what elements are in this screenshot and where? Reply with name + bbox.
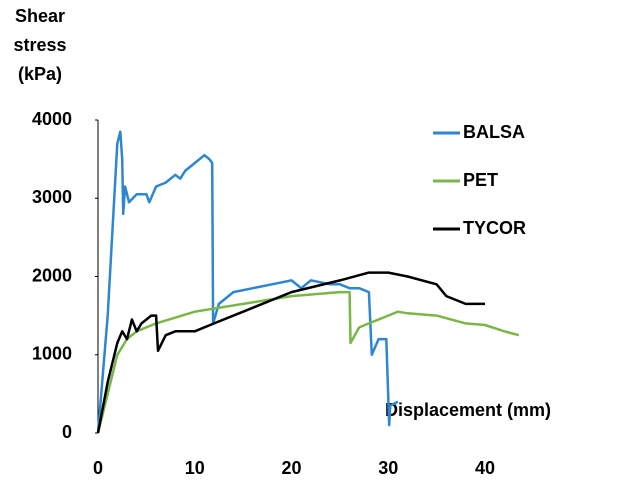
y-tick-label: 4000	[32, 109, 72, 129]
y-tick-label: 3000	[32, 187, 72, 207]
x-tick-label: 20	[281, 458, 301, 478]
x-tick-label: 40	[475, 458, 495, 478]
x-tick-label: 10	[185, 458, 205, 478]
y-tick-label: 1000	[32, 344, 72, 364]
x-tick-label: 0	[93, 458, 103, 478]
legend-label: PET	[463, 170, 498, 190]
y-axis-label: Shear stress (kPa)	[13, 6, 67, 84]
y-tick-label: 0	[62, 422, 72, 442]
y-tick-label: 2000	[32, 265, 72, 285]
series-line	[96, 130, 399, 434]
series-line	[96, 290, 520, 434]
legend-label: TYCOR	[463, 218, 526, 238]
series-line	[96, 271, 485, 434]
legend-label: BALSA	[463, 122, 525, 142]
x-axis-label: Displacement (mm)	[385, 400, 551, 420]
x-tick-label: 30	[378, 458, 398, 478]
